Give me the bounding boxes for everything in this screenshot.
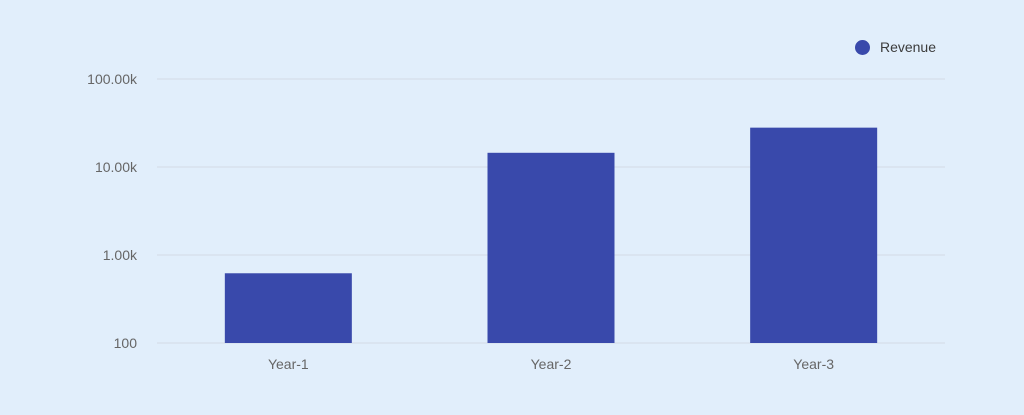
x-axis-tick-labels: Year-1 Year-2 Year-3: [268, 356, 834, 372]
x-tick-label: Year-1: [268, 356, 309, 372]
bar-year-2[interactable]: [487, 152, 615, 343]
bars: [224, 127, 878, 344]
y-tick-label: 10.00k: [95, 159, 138, 175]
legend[interactable]: Revenue: [854, 39, 936, 55]
y-tick-label: 100.00k: [87, 71, 138, 87]
legend-label-revenue: Revenue: [879, 39, 936, 55]
y-axis-tick-labels: 100 1.00k 10.00k 100.00k: [87, 71, 138, 351]
y-tick-label: 1.00k: [103, 247, 138, 263]
x-tick-label: Year-3: [793, 356, 834, 372]
legend-swatch-revenue: [854, 39, 870, 55]
bar-year-3[interactable]: [750, 127, 878, 344]
y-tick-label: 100: [114, 335, 138, 351]
x-tick-label: Year-2: [531, 356, 572, 372]
bar-year-1[interactable]: [224, 273, 352, 343]
